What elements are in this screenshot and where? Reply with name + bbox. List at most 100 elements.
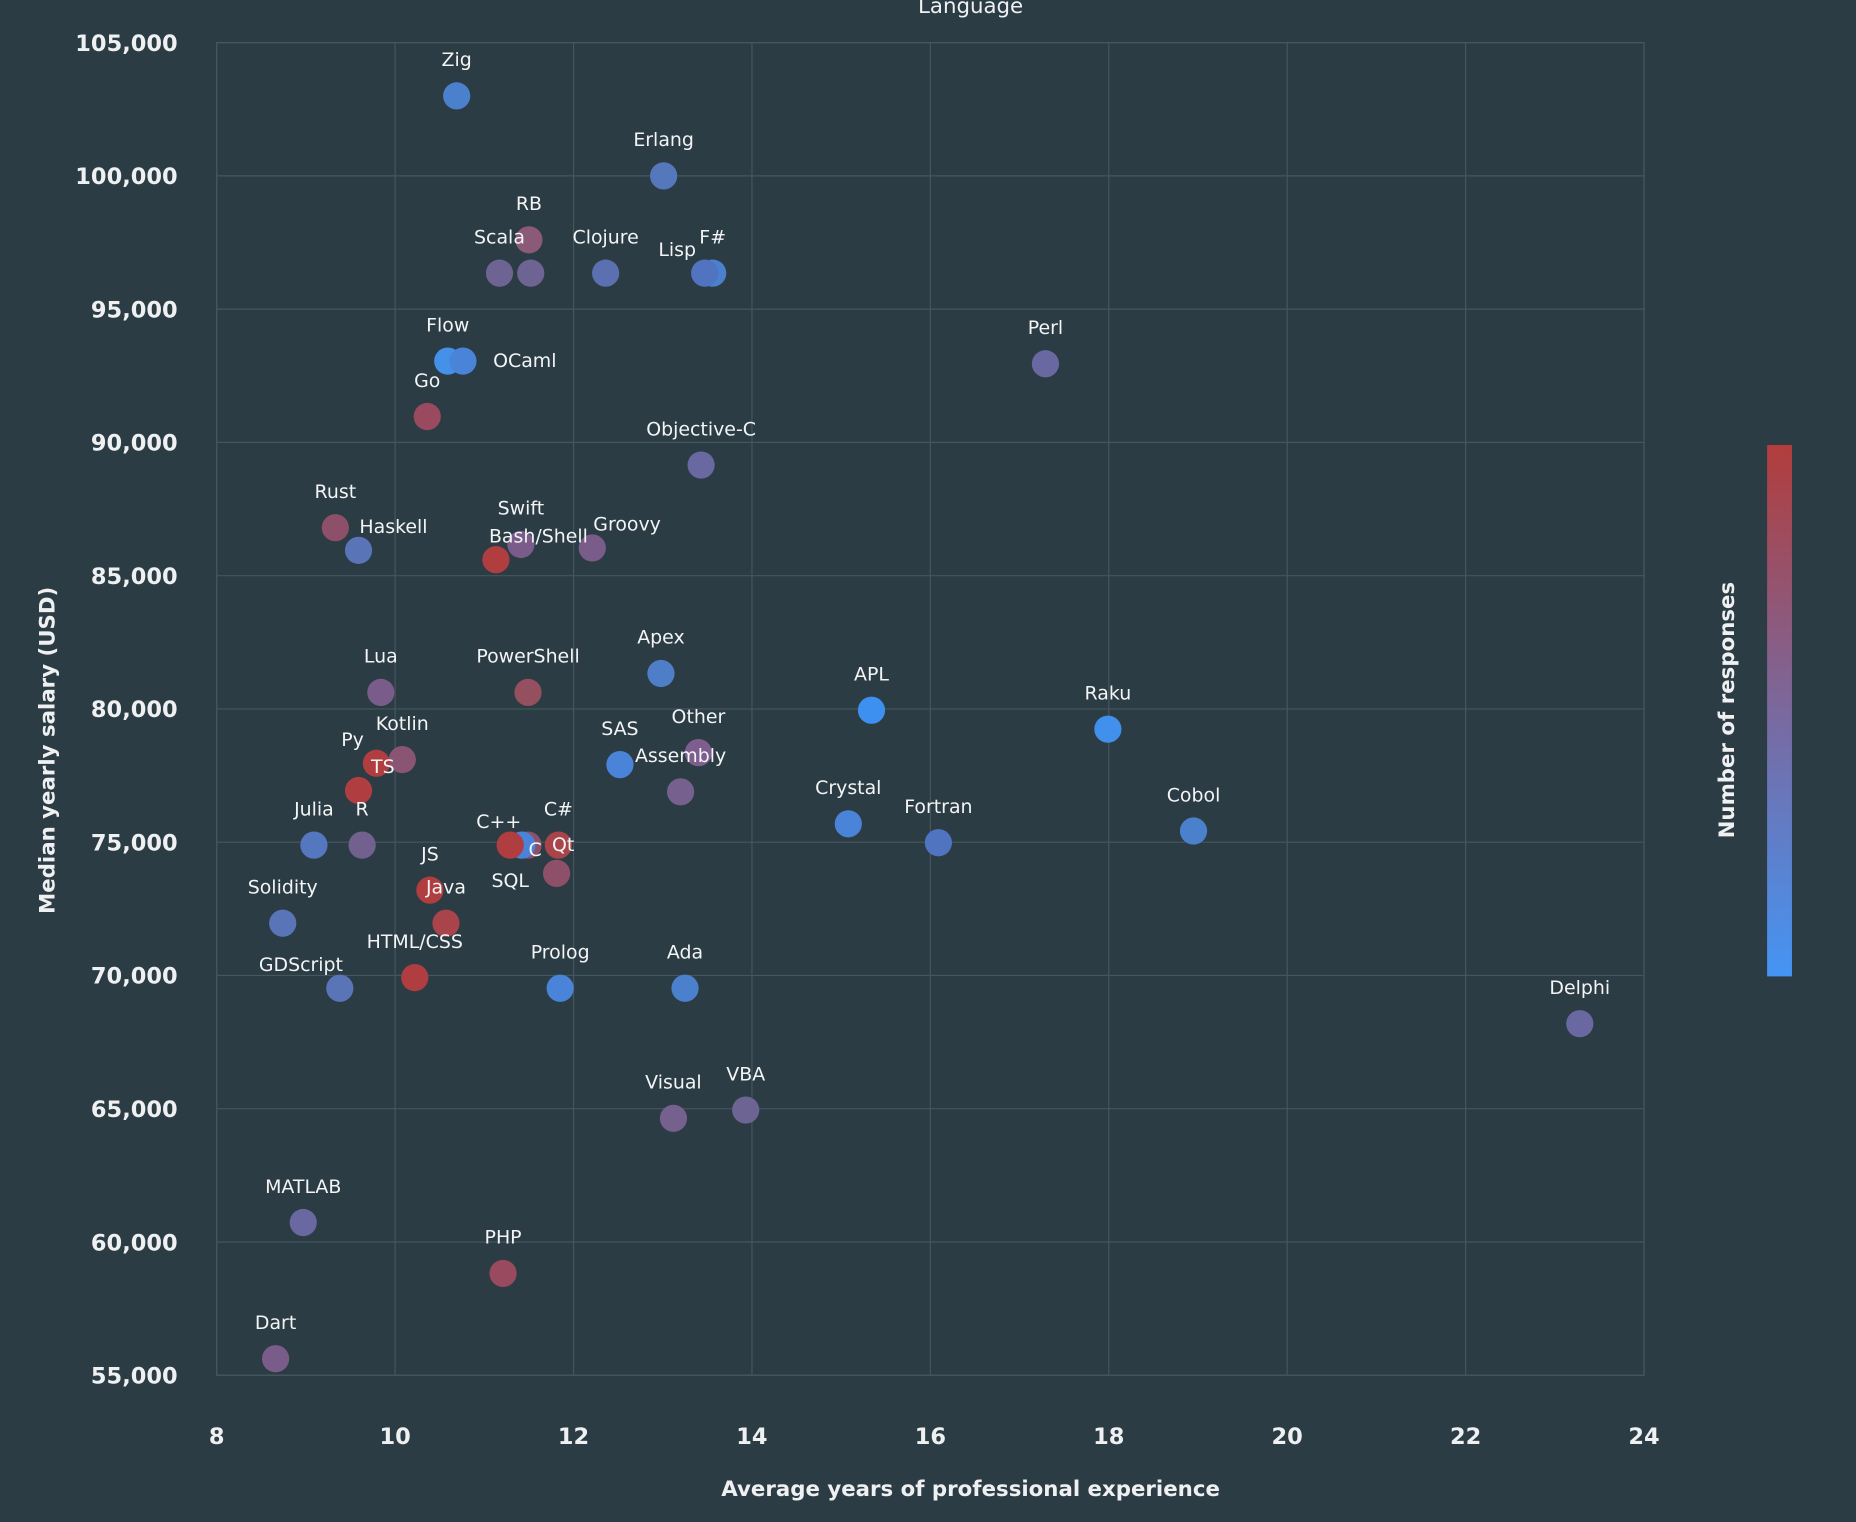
data-point-label: PowerShell xyxy=(476,646,579,668)
data-points xyxy=(261,82,1594,1373)
data-point-label: OCaml xyxy=(493,350,556,372)
data-point[interactable] xyxy=(326,974,354,1002)
data-point-label: Visual xyxy=(645,1072,701,1094)
gridlines xyxy=(216,42,1645,1376)
data-point-label: Cobol xyxy=(1167,784,1221,806)
data-point[interactable] xyxy=(691,259,719,287)
data-point[interactable] xyxy=(321,514,349,542)
data-point[interactable] xyxy=(659,1104,688,1132)
data-point[interactable] xyxy=(348,831,376,859)
colorbar-title: Number of responses xyxy=(1715,582,1740,839)
data-point[interactable] xyxy=(482,546,510,574)
data-point[interactable] xyxy=(544,831,572,859)
data-point-label: Apex xyxy=(637,627,684,649)
data-point[interactable] xyxy=(1094,715,1122,743)
data-point[interactable] xyxy=(542,859,571,887)
colorbar xyxy=(1767,445,1792,977)
data-point[interactable] xyxy=(834,810,862,838)
data-point-label: Raku xyxy=(1085,682,1132,704)
data-point[interactable] xyxy=(443,82,471,110)
x-axis-ticks: 8 10 12 14 16 18 20 22 24 xyxy=(209,1424,1660,1450)
data-point-label: Clojure xyxy=(572,226,638,248)
data-point-label: GDScript xyxy=(259,954,343,976)
data-point[interactable] xyxy=(592,259,620,287)
data-point[interactable] xyxy=(416,876,444,904)
data-point[interactable] xyxy=(344,776,373,805)
data-point-label: Solidity xyxy=(248,876,318,898)
y-tick-label: 75,000 xyxy=(91,830,178,856)
y-tick-label: 55,000 xyxy=(91,1364,178,1390)
point-labels: Zig Erlang Scala RB Clojure F#Lisp Perl Flow OCa… xyxy=(248,49,1610,1334)
data-point[interactable] xyxy=(857,696,886,724)
data-point[interactable] xyxy=(1031,350,1060,378)
data-point[interactable] xyxy=(496,831,524,859)
x-tick-label: 20 xyxy=(1272,1424,1303,1450)
data-point-label: Zig xyxy=(442,49,472,71)
data-point[interactable] xyxy=(269,909,297,937)
data-point-label: Assembly xyxy=(635,745,726,767)
x-tick-label: 12 xyxy=(558,1424,589,1450)
data-point-label: C# xyxy=(544,798,573,820)
data-point-label: VBA xyxy=(726,1063,765,1085)
data-point-label: Julia xyxy=(293,798,334,820)
data-point[interactable] xyxy=(489,1259,517,1288)
data-point[interactable] xyxy=(300,831,328,859)
y-tick-label: 90,000 xyxy=(91,431,178,457)
data-point[interactable] xyxy=(507,530,535,559)
data-point[interactable] xyxy=(1179,817,1208,845)
data-point[interactable] xyxy=(515,226,543,254)
data-point-label: RB xyxy=(516,193,542,215)
data-point[interactable] xyxy=(514,678,542,707)
data-point[interactable] xyxy=(671,974,699,1002)
data-point[interactable] xyxy=(687,451,715,479)
data-point[interactable] xyxy=(517,259,545,287)
data-point-label: Crystal xyxy=(815,777,881,799)
data-point[interactable] xyxy=(666,778,695,806)
data-point-label: Qt xyxy=(552,834,574,856)
data-point-label: SAS xyxy=(601,718,638,740)
data-point[interactable] xyxy=(1566,1010,1594,1038)
x-tick-label: 16 xyxy=(915,1424,946,1450)
data-point[interactable] xyxy=(344,536,373,564)
data-point-label: Ada xyxy=(667,942,703,964)
data-point-label: Flow xyxy=(426,314,469,336)
data-point[interactable] xyxy=(401,963,429,992)
data-point[interactable] xyxy=(261,1345,290,1373)
data-point-label: Prolog xyxy=(531,942,590,964)
data-point[interactable] xyxy=(485,259,514,287)
x-tick-label: 24 xyxy=(1628,1424,1659,1450)
data-point[interactable] xyxy=(432,909,460,937)
data-point[interactable] xyxy=(606,751,634,779)
x-tick-label: 10 xyxy=(379,1424,410,1450)
y-axis-title: Median yearly salary (USD) xyxy=(36,587,61,914)
data-point[interactable] xyxy=(289,1208,317,1237)
data-point[interactable] xyxy=(650,162,678,190)
data-point[interactable] xyxy=(924,829,953,857)
y-tick-label: 60,000 xyxy=(91,1230,178,1256)
data-point-label: Delphi xyxy=(1549,977,1610,999)
data-point-label: F# xyxy=(699,226,726,248)
y-tick-label: 95,000 xyxy=(91,297,178,323)
data-point[interactable] xyxy=(578,534,606,562)
y-axis-ticks: 55,000 60,000 65,000 70,000 75,000 80,000 85,0… xyxy=(75,31,177,1390)
data-point-label: Other xyxy=(672,706,726,728)
y-tick-label: 80,000 xyxy=(91,697,178,723)
data-point-label: Go xyxy=(414,370,440,392)
data-point[interactable] xyxy=(449,347,477,375)
x-axis-title: Average years of professional experience xyxy=(721,1477,1220,1502)
data-point[interactable] xyxy=(732,1096,760,1124)
data-point-label: C++ xyxy=(476,811,521,833)
x-tick-label: 14 xyxy=(736,1424,767,1450)
data-point[interactable] xyxy=(684,739,713,767)
data-point[interactable] xyxy=(367,678,395,707)
data-point[interactable] xyxy=(413,402,441,431)
x-tick-label: 18 xyxy=(1093,1424,1124,1450)
data-point-label: SQL xyxy=(491,870,529,892)
data-point[interactable] xyxy=(546,974,574,1002)
data-point[interactable] xyxy=(647,659,675,688)
data-point-label: Java xyxy=(425,876,466,898)
y-tick-label: 100,000 xyxy=(75,164,177,190)
data-point[interactable] xyxy=(388,745,416,774)
data-point[interactable] xyxy=(362,749,390,777)
